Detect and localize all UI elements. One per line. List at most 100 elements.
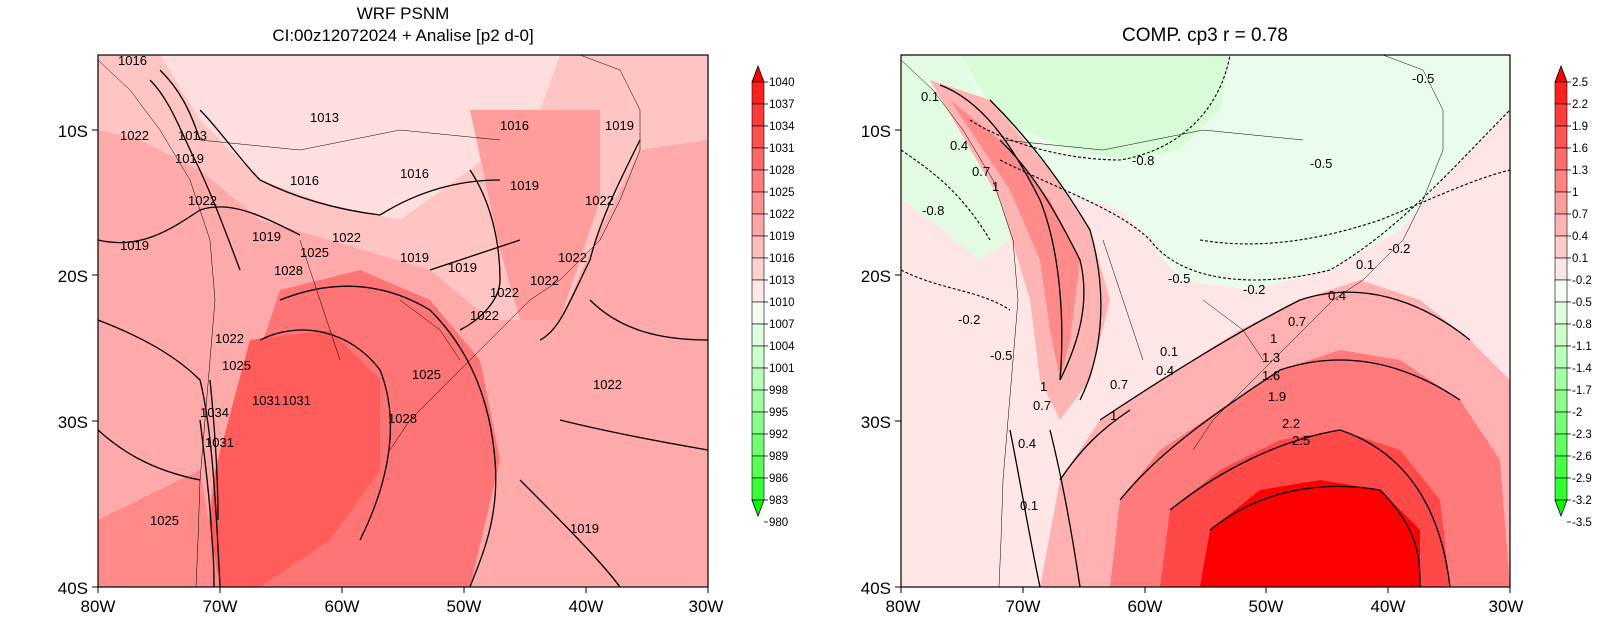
right-contour-label: 0.7 <box>972 164 990 179</box>
left-contour-label: 1031 <box>205 435 234 450</box>
colorbar-swatch <box>1554 433 1568 457</box>
colorbar-label: 1.3 <box>1572 165 1588 177</box>
left-x-tick-label: 60W <box>325 597 360 616</box>
colorbar-label: 1004 <box>769 341 795 353</box>
right-frame <box>900 54 1511 588</box>
right-y-axis: 10S 20S 30S 40S <box>861 122 901 598</box>
left-contour-label: 1034 <box>200 405 229 420</box>
left-contour-label: 1022 <box>120 128 149 143</box>
colorbar-label: -1.1 <box>1572 341 1592 353</box>
colorbar-label: 1028 <box>769 165 795 177</box>
left-contour-label: 1028 <box>274 263 303 278</box>
colorbar-swatch <box>751 169 765 193</box>
colorbar-label: 1010 <box>769 297 795 309</box>
colorbar-label: 1022 <box>769 209 795 221</box>
colorbar-swatch <box>1554 81 1568 105</box>
left-contour-label: 1028 <box>388 411 417 426</box>
left-contour-label: 1025 <box>150 513 179 528</box>
colorbar-swatch <box>1554 279 1568 303</box>
colorbar-arrow-top <box>1554 64 1568 83</box>
colorbar-swatch <box>751 477 765 501</box>
colorbar-swatch <box>751 323 765 347</box>
colorbar-swatch <box>751 235 765 259</box>
right-x-tick-label: 30W <box>1489 597 1524 616</box>
colorbar-swatch <box>751 279 765 303</box>
colorbar-label: 995 <box>769 407 788 419</box>
right-x-tick-label: 50W <box>1249 597 1284 616</box>
left-contour-label: 1019 <box>570 521 599 536</box>
colorbar-swatch <box>751 147 765 171</box>
colorbar-swatch <box>751 213 765 237</box>
left-contour-label: 1019 <box>175 151 204 166</box>
left-x-tick-label: 30W <box>689 597 724 616</box>
right-contour-label: 1.6 <box>1262 368 1280 383</box>
right-contour-label: 0.7 <box>1288 314 1306 329</box>
right-borders <box>901 55 1444 587</box>
colorbar-label: 1037 <box>769 99 795 111</box>
right-contour-label: 0.4 <box>1156 363 1174 378</box>
colorbar-swatch <box>751 103 765 127</box>
colorbar-label: 2.2 <box>1572 99 1588 111</box>
right-field-south-2.5 <box>1200 480 1420 587</box>
left-contour-label: 1025 <box>222 358 251 373</box>
colorbar-swatch <box>751 345 765 369</box>
left-x-tick-label: 40W <box>569 597 604 616</box>
colorbar-swatch <box>1554 367 1568 391</box>
left-x-tick-label: 70W <box>203 597 238 616</box>
right-contour-label: 1.9 <box>1268 389 1286 404</box>
colorbar-label: 0.1 <box>1572 253 1588 265</box>
right-contour-label: -0.2 <box>958 312 980 327</box>
left-contour-label: 1019 <box>400 250 429 265</box>
left-contour-label: 1022 <box>558 250 587 265</box>
left-contour-label: 1025 <box>412 367 441 382</box>
right-contour-label: -0.5 <box>1310 156 1332 171</box>
left-contour-label: 1019 <box>252 229 281 244</box>
right-contour-label: 0.4 <box>1018 436 1036 451</box>
colorbar-label: -1.7 <box>1572 385 1592 397</box>
colorbar-swatch <box>751 411 765 435</box>
right-field-andes-1 <box>950 100 1080 380</box>
colorbar-swatch <box>1554 213 1568 237</box>
right-y-tick-label: 10S <box>861 122 891 141</box>
right-x-tick-label: 40W <box>1371 597 1406 616</box>
colorbar-label: 1025 <box>769 187 795 199</box>
colorbar-label: 1013 <box>769 275 795 287</box>
colorbar-arrow-bottom <box>1554 499 1568 518</box>
left-borders <box>98 55 641 587</box>
right-contour-label: -0.2 <box>1388 241 1410 256</box>
right-contour-label: 1 <box>992 179 999 194</box>
right-y-tick-label: 30S <box>861 413 891 432</box>
right-panel: COMP. cp3 r = 0.78 <box>861 25 1593 616</box>
colorbar-swatch <box>751 389 765 413</box>
colorbar-swatch <box>1554 125 1568 149</box>
right-contour-label: 1 <box>1040 379 1047 394</box>
colorbar-label: 1031 <box>769 143 795 155</box>
left-field-1022 <box>470 110 600 320</box>
left-contour-label: 1022 <box>470 308 499 323</box>
colorbar-label: -0.5 <box>1572 297 1592 309</box>
left-contour-label: 1022 <box>215 331 244 346</box>
colorbar-swatch <box>751 191 765 215</box>
colorbar-label: 1 <box>1572 187 1578 199</box>
colorbar-label: -3.5 <box>1572 517 1592 529</box>
colorbar-swatch <box>751 455 765 479</box>
colorbar-label: 0.4 <box>1572 231 1589 243</box>
right-contour-label: 1 <box>1270 331 1277 346</box>
right-contour-label: 0.1 <box>1020 498 1038 513</box>
colorbar-swatch <box>751 257 765 281</box>
colorbar-swatch <box>1554 169 1568 193</box>
left-contour-label: 1022 <box>188 193 217 208</box>
left-contour-label: 1016 <box>290 173 319 188</box>
left-contour-label: 1022 <box>530 273 559 288</box>
right-contour-label: -0.5 <box>1412 71 1434 86</box>
colorbar-swatch <box>1554 103 1568 127</box>
colorbar-swatch <box>751 125 765 149</box>
colorbar-label: -3.2 <box>1572 495 1592 507</box>
left-field-1031 <box>205 330 380 587</box>
colorbar-swatch <box>751 301 765 325</box>
right-contour-label: -0.5 <box>1168 271 1190 286</box>
left-contour-label: 1031 <box>282 393 311 408</box>
left-x-tick-label: 50W <box>447 597 482 616</box>
colorbar-label: 1019 <box>769 231 795 243</box>
colorbar-label: 992 <box>769 429 788 441</box>
